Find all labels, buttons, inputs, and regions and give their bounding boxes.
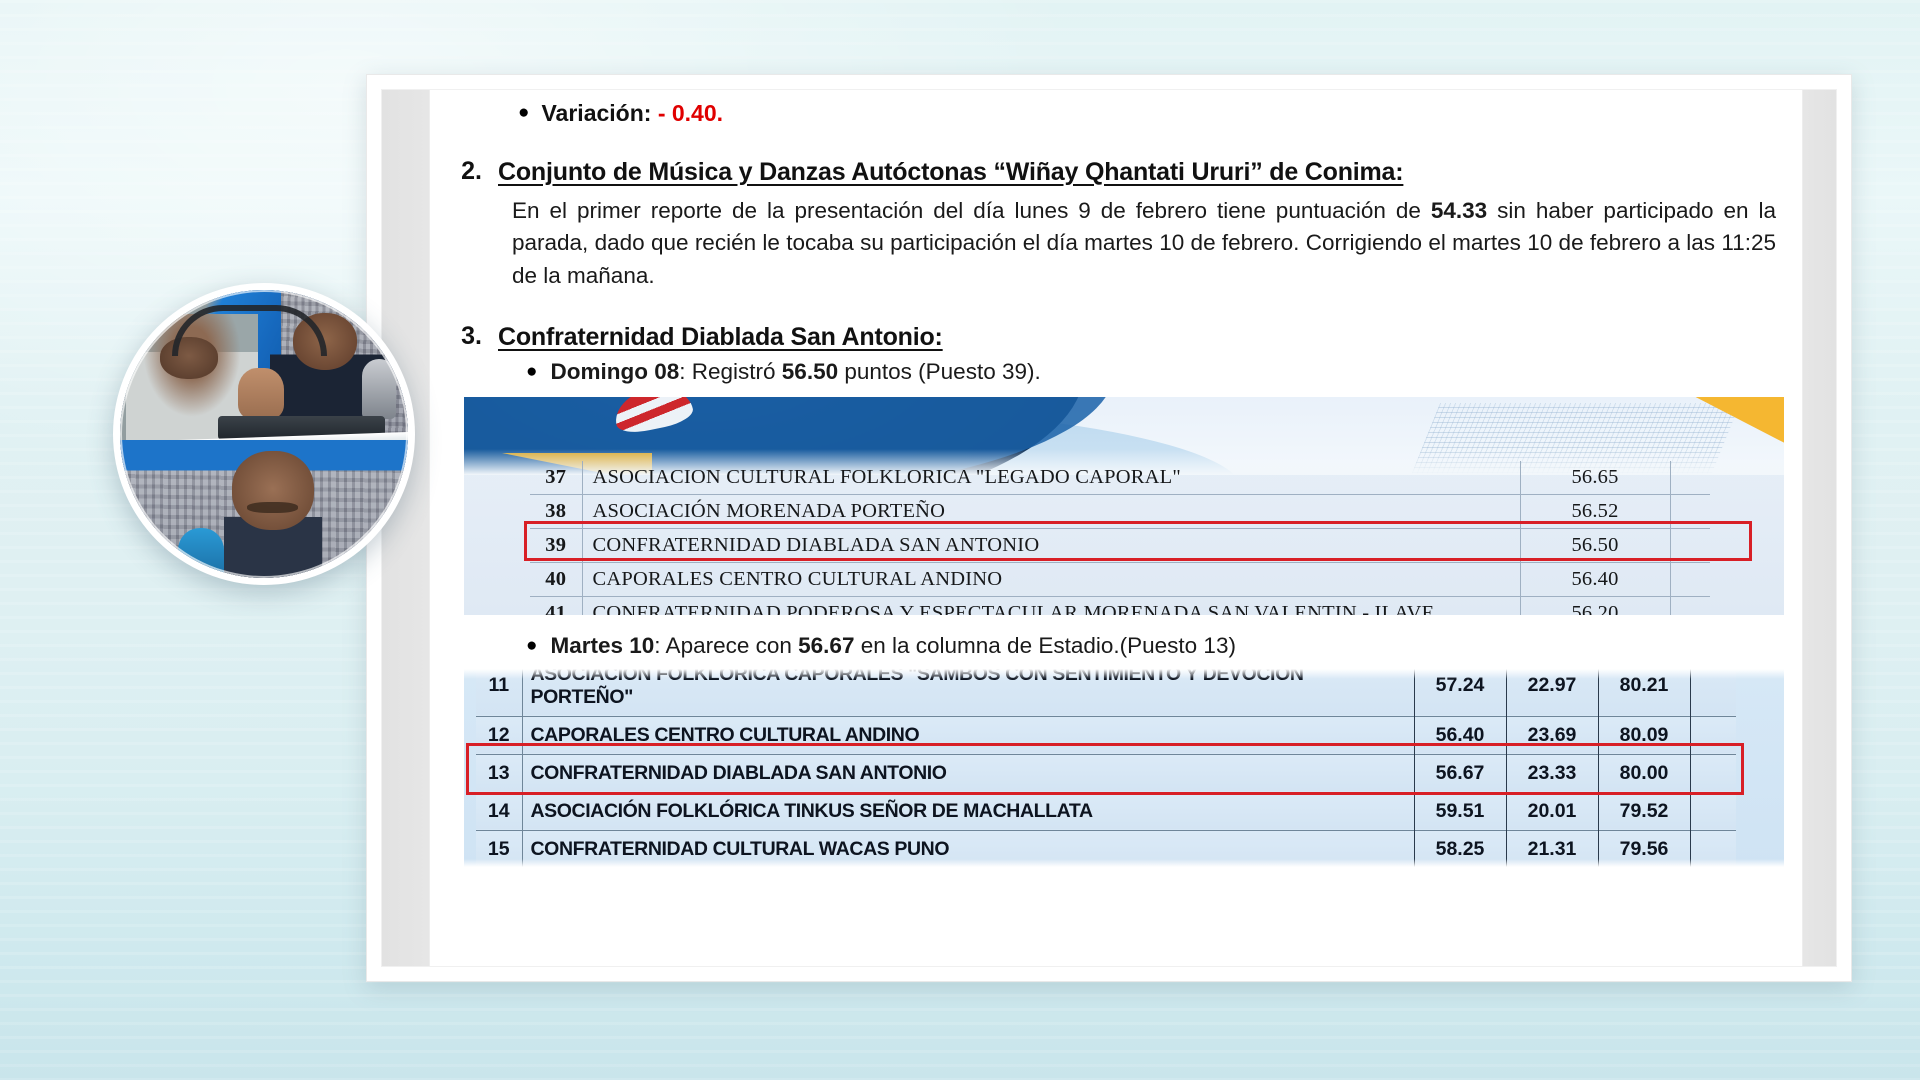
- tuesday-rank: 12: [476, 715, 523, 755]
- table-tuesday: 11 ASOCIACIÓN FOLKLÓRICA CAPORALES "SAMB…: [476, 668, 1736, 867]
- numbered-item-2: 2. Conjunto de Música y Danzas Autóctona…: [456, 157, 1776, 292]
- martes-label: Martes 10: [550, 632, 655, 658]
- sunday-score: 56.50: [1519, 527, 1671, 563]
- tuesday-c3: 80.09: [1597, 715, 1691, 755]
- table-tuesday-top-fade: [464, 668, 1784, 679]
- item-3-number: 3.: [461, 322, 482, 351]
- domingo-tail: puntos (Puesto 39).: [838, 358, 1041, 384]
- item-2-body: Conjunto de Música y Danzas Autóctonas “…: [498, 157, 1776, 292]
- document-page-area: ● Variación: - 0.40. 2. Conjunto de Músi…: [381, 89, 1837, 967]
- tuesday-c2: 23.33: [1505, 753, 1598, 793]
- sunday-tail: [1670, 527, 1710, 563]
- tuesday-rank: 13: [476, 753, 523, 793]
- martes-text: Martes 10: Aparece con 56.67 en la colum…: [550, 633, 1235, 659]
- domingo-sep: : Registró: [679, 358, 782, 384]
- table-row-highlighted: 13 CONFRATERNIDAD DIABLADA SAN ANTONIO 5…: [476, 753, 1736, 793]
- tuesday-name: CONFRATERNIDAD DIABLADA SAN ANTONIO: [522, 753, 1414, 793]
- thumbs-up-hand: [238, 367, 285, 419]
- item-2-para-part-1: En el primer reporte de la presentación …: [512, 197, 1431, 223]
- variacion-period: .: [716, 100, 724, 126]
- tuesday-c1: 56.40: [1413, 715, 1506, 755]
- item-2-para-part-2: sin haber participado en la parada, dado…: [512, 197, 1776, 288]
- table-tuesday-bottom-fade: [464, 858, 1784, 867]
- sunday-rank: 37: [530, 460, 583, 495]
- webcam-overlay[interactable]: [113, 283, 415, 585]
- item-3-body: Confraternidad Diablada San Antonio: ● D…: [498, 322, 1776, 385]
- item-2-number: 2.: [461, 157, 482, 185]
- bullet-dot-icon: ●: [526, 634, 538, 656]
- tuesday-c2: 20.01: [1505, 791, 1598, 831]
- document-window: ● Variación: - 0.40. 2. Conjunto de Músi…: [366, 74, 1852, 982]
- tuesday-c3: 80.00: [1597, 753, 1691, 793]
- table-sunday-container: 37 ASOCIACION CULTURAL FOLKLORICA "LEGAD…: [464, 396, 1784, 615]
- sunday-tail: [1670, 461, 1710, 495]
- item-2-para-score: 54.33: [1430, 197, 1488, 223]
- bullet-dot-icon: ●: [526, 360, 538, 382]
- variacion-label: Variación:: [541, 100, 652, 126]
- martes-sep: : Aparece con: [654, 632, 799, 658]
- microphone-icon: [361, 358, 397, 419]
- tuesday-rank: 14: [476, 791, 523, 831]
- microphone-icon: [177, 528, 224, 578]
- item-3-bullet-martes: ● Martes 10: Aparece con 56.67 en la col…: [456, 633, 1776, 659]
- variacion-value: - 0.40: [657, 100, 717, 126]
- tuesday-name: CAPORALES CENTRO CULTURAL ANDINO: [522, 715, 1414, 755]
- sunday-rank: 39: [530, 527, 583, 563]
- item-2-heading: Conjunto de Música y Danzas Autóctonas “…: [498, 158, 1404, 186]
- bullet-variacion: ● Variación: - 0.40.: [518, 100, 1776, 127]
- table-row: 12 CAPORALES CENTRO CULTURAL ANDINO 56.4…: [476, 715, 1736, 755]
- table-row: 38 ASOCIACIÓN MORENADA PORTEÑO 56.52: [530, 493, 1710, 529]
- tuesday-c1: 56.67: [1413, 753, 1506, 793]
- sunday-score: 56.52: [1519, 493, 1671, 529]
- table-row: 41 CONFRATERNIDAD PODEROSA Y ESPECTACULA…: [530, 595, 1710, 615]
- sunday-score: 56.20: [1519, 595, 1671, 615]
- martes-score: 56.67: [798, 632, 855, 658]
- tuesday-tail: [1690, 715, 1736, 755]
- sunday-tail: [1670, 493, 1710, 529]
- table-tuesday-container: 11 ASOCIACIÓN FOLKLÓRICA CAPORALES "SAMB…: [464, 668, 1784, 867]
- variacion-row: Variación: - 0.40.: [541, 100, 723, 127]
- tuesday-name: ASOCIACIÓN FOLKLÓRICA TINKUS SEÑOR DE MA…: [522, 791, 1414, 831]
- webcam-panel-top: [120, 290, 408, 440]
- tuesday-c1: 59.51: [1413, 791, 1506, 831]
- table-row: 37 ASOCIACION CULTURAL FOLKLORICA "LEGAD…: [530, 460, 1710, 495]
- tuesday-tail: [1690, 753, 1736, 793]
- sunday-name: CONFRATERNIDAD PODEROSA Y ESPECTACULAR M…: [582, 595, 1520, 615]
- table-row: 40 CAPORALES CENTRO CULTURAL ANDINO 56.4…: [530, 561, 1710, 597]
- tuesday-c2: 23.69: [1505, 715, 1598, 755]
- table-row: 14 ASOCIACIÓN FOLKLÓRICA TINKUS SEÑOR DE…: [476, 791, 1736, 831]
- item-3-bullet-domingo: ● Domingo 08: Registró 56.50 puntos (Pue…: [498, 359, 1776, 385]
- webcam-video: [120, 290, 408, 578]
- martes-tail: en la columna de Estadio.(Puesto 13): [854, 632, 1236, 658]
- sunday-name: ASOCIACION CULTURAL FOLKLORICA "LEGADO C…: [592, 465, 1181, 488]
- webcam-panel-bottom: [120, 439, 408, 578]
- page-gutter-right: [1802, 90, 1836, 966]
- sunday-rank: 40: [530, 561, 583, 597]
- numbered-item-3: 3. Confraternidad Diablada San Antonio: …: [456, 322, 1776, 385]
- sunday-score: 56.65: [1519, 460, 1671, 495]
- sunday-rank: 41: [530, 595, 583, 615]
- letterhead-gold-right: [1684, 396, 1784, 453]
- sunday-name: CONFRATERNIDAD DIABLADA SAN ANTONIO: [582, 527, 1520, 563]
- sunday-name: ASOCIACIÓN MORENADA PORTEÑO: [582, 493, 1520, 529]
- tuesday-tail: [1690, 791, 1736, 831]
- item-3-heading: Confraternidad Diablada San Antonio:: [498, 323, 943, 352]
- sunday-tail: [1670, 595, 1710, 615]
- document-page: ● Variación: - 0.40. 2. Conjunto de Músi…: [430, 90, 1802, 966]
- table-row-highlighted: 39 CONFRATERNIDAD DIABLADA SAN ANTONIO 5…: [530, 527, 1710, 563]
- tuesday-c3: 79.52: [1597, 791, 1691, 831]
- sunday-rank: 38: [530, 493, 583, 529]
- sunday-name: CAPORALES CENTRO CULTURAL ANDINO: [582, 561, 1520, 597]
- headphones-icon: [171, 304, 328, 356]
- domingo-score: 56.50: [781, 358, 839, 384]
- domingo-label: Domingo 08: [550, 358, 680, 384]
- bullet-dot-icon: ●: [518, 102, 530, 123]
- second-host-person: [223, 450, 322, 578]
- sunday-tail: [1670, 561, 1710, 597]
- sunday-score: 56.40: [1519, 561, 1671, 597]
- domingo-text: Domingo 08: Registró 56.50 puntos (Puest…: [550, 359, 1040, 385]
- item-2-paragraph: En el primer reporte de la presentación …: [498, 195, 1776, 293]
- table-sunday: 37 ASOCIACION CULTURAL FOLKLORICA "LEGAD…: [530, 460, 1710, 615]
